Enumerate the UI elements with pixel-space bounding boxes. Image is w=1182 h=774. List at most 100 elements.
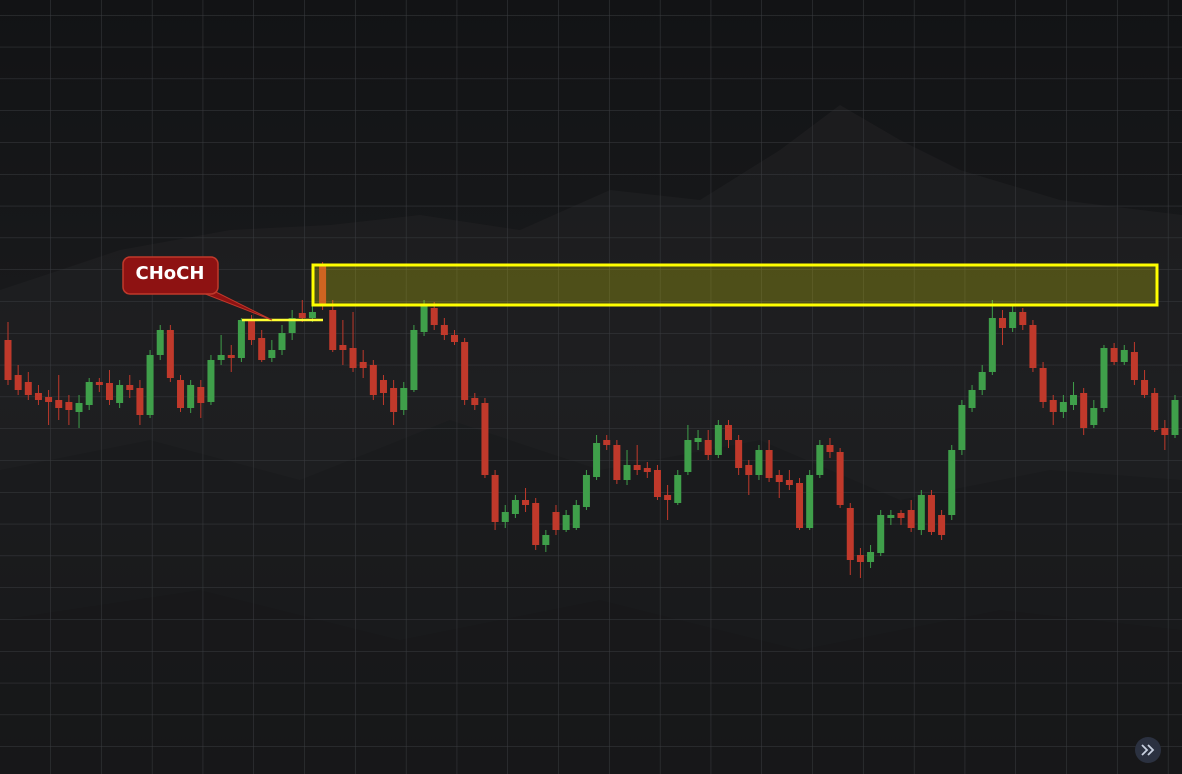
candle-body <box>471 398 479 405</box>
candle-body <box>664 495 672 500</box>
candle-body <box>329 310 337 350</box>
candle-body <box>755 450 763 475</box>
candle-body <box>816 445 824 475</box>
candle-body <box>1100 348 1108 408</box>
candle-body <box>998 318 1006 328</box>
candle-body <box>643 468 651 472</box>
candle-body <box>522 500 530 505</box>
candle-body <box>298 313 306 318</box>
candle-body <box>988 318 996 372</box>
candle-body <box>308 312 316 318</box>
candle-body <box>1070 395 1078 405</box>
candle-body <box>146 355 154 415</box>
candle-body <box>95 382 103 385</box>
candle-body <box>461 342 469 400</box>
candle-body <box>887 515 895 518</box>
candle-body <box>877 515 885 553</box>
candle-body <box>785 480 793 485</box>
candle-body <box>674 475 682 503</box>
candle-body <box>75 403 83 412</box>
candle-body <box>684 440 692 472</box>
candle-body <box>55 400 63 408</box>
candle-body <box>796 483 804 528</box>
candle-body <box>978 372 986 390</box>
candle-body <box>1080 393 1088 428</box>
candle-body <box>653 470 661 497</box>
candle-body <box>258 338 266 360</box>
candle-body <box>24 382 32 395</box>
candle-body <box>85 382 93 405</box>
candle-body <box>166 330 174 378</box>
candle-body <box>907 510 915 528</box>
candle-body <box>542 535 550 545</box>
choch-callout: CHoCH <box>122 256 273 321</box>
candle-body <box>501 512 509 522</box>
candle-body <box>623 465 631 480</box>
candle-body <box>14 375 22 390</box>
candle-body <box>379 380 387 393</box>
candle-body <box>430 308 438 325</box>
candle-body <box>1059 402 1067 412</box>
candle-body <box>1090 408 1098 425</box>
candle-body <box>745 465 753 475</box>
candle-body <box>1019 312 1027 325</box>
expand-button[interactable] <box>1135 737 1161 763</box>
candle-body <box>420 305 428 332</box>
candle-body <box>105 383 113 400</box>
candle-body <box>724 425 732 440</box>
zone-box <box>311 263 1159 307</box>
annotation-label: CHoCH <box>136 263 205 284</box>
candle-body <box>248 320 256 340</box>
candle-body <box>1120 350 1128 362</box>
candle-body <box>319 265 327 305</box>
candle-body <box>288 318 296 333</box>
candle-body <box>836 452 844 505</box>
candle-body <box>1141 380 1149 395</box>
candle-body <box>126 385 134 390</box>
candle-body <box>593 443 601 477</box>
candle-body <box>390 388 398 412</box>
candle-body <box>410 330 418 390</box>
candle-body <box>927 495 935 532</box>
candle-body <box>704 440 712 455</box>
candle-body <box>45 397 53 402</box>
candle-body <box>1171 400 1179 435</box>
candle-body <box>562 515 570 530</box>
candle-body <box>511 500 519 514</box>
candle-body <box>897 513 905 518</box>
candle-body <box>369 365 377 395</box>
candle-body <box>603 440 611 445</box>
candle-body <box>278 333 286 350</box>
candle-body <box>1161 428 1169 435</box>
candle-body <box>856 555 864 562</box>
candle-body <box>613 445 621 480</box>
candle-body <box>694 438 702 442</box>
candle-body <box>197 387 205 403</box>
candle-body <box>1130 352 1138 380</box>
candle-body <box>735 440 743 468</box>
candle-body <box>846 508 854 560</box>
candle-body <box>440 325 448 335</box>
candle-body <box>826 445 834 452</box>
candle-body <box>1151 393 1159 430</box>
candle-body <box>116 385 124 403</box>
candle-body <box>207 360 215 402</box>
candle-body <box>867 552 875 562</box>
candle-body <box>806 475 814 528</box>
candle-body <box>1049 400 1057 412</box>
candle-body <box>65 402 73 410</box>
candle-body <box>552 512 560 530</box>
candle-body <box>187 385 195 408</box>
candle-body <box>227 355 235 358</box>
candle-body <box>968 390 976 408</box>
candle-body <box>917 495 925 530</box>
candle-body <box>451 335 459 342</box>
plot-area <box>4 262 1179 578</box>
candle-body <box>156 330 164 355</box>
candle-body <box>217 355 225 360</box>
candle-body <box>948 450 956 515</box>
candle-body <box>34 393 42 400</box>
candle-body <box>1039 368 1047 402</box>
candle-body <box>349 348 357 368</box>
